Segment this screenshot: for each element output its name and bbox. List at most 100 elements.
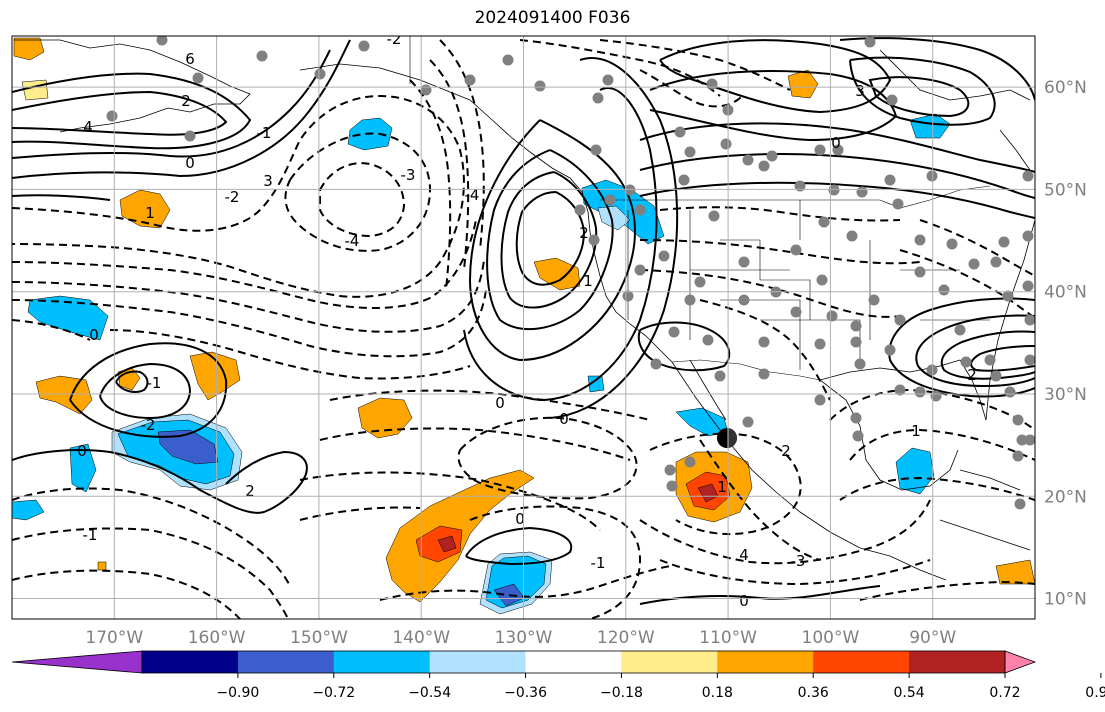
station-dot (1024, 354, 1035, 366)
contour-label: -4 (465, 186, 480, 204)
station-dot (1022, 170, 1034, 182)
anomaly-orange-coast (533, 257, 581, 291)
station-dot (794, 180, 806, 192)
lon-tick-label: 120°W (597, 628, 655, 648)
station-dot (742, 154, 754, 166)
station-dot (984, 354, 996, 366)
station-dot (832, 144, 844, 156)
colorbar-segment (717, 651, 814, 673)
station-dot (894, 314, 906, 326)
station-dot (1002, 290, 1014, 302)
contour-canada-dash-3 (639, 69, 745, 108)
contour-coast-trough-3 (409, 79, 452, 291)
contour-label: 3 (855, 82, 865, 100)
lon-tick-label: 130°W (495, 628, 553, 648)
contour-npac-inner-1 (284, 132, 432, 252)
station-dot (674, 126, 686, 138)
contour-coast-trough-2 (429, 59, 470, 271)
contour-mid-dash-3 (12, 569, 241, 619)
station-dot (358, 40, 370, 52)
colorbar-extend-low (11, 650, 143, 674)
colorbar-label: −0.36 (504, 685, 547, 701)
contour-label: 2 (181, 92, 191, 110)
border-us-canada (600, 185, 991, 209)
shaded-anomalies (12, 37, 1035, 615)
station-dot (818, 216, 830, 228)
station-dot (184, 130, 196, 142)
station-dot (884, 174, 896, 186)
contour-ridge-5 (463, 87, 658, 402)
contour-mid-dash-7 (299, 471, 601, 531)
station-dot (604, 194, 616, 206)
contour-east-dash-1 (919, 219, 1035, 277)
station-dot (868, 294, 880, 306)
contour-mid-dash-8 (299, 506, 421, 521)
lon-tick-label: 90°W (909, 628, 956, 648)
station-dot (738, 294, 750, 306)
contour-high-ne-3 (868, 76, 970, 118)
contour-mex-dash-1 (649, 432, 802, 536)
contour-label: 0 (515, 510, 525, 528)
anomaly-orange-npac (119, 189, 171, 229)
colorbar-label: 0.54 (894, 685, 925, 701)
station-dot (742, 416, 754, 428)
border-us-mexico (671, 359, 821, 381)
contour-coast-trough-1 (439, 39, 485, 251)
contour-mid-dash-9 (379, 565, 671, 601)
contour-label: -2 (141, 416, 156, 434)
contour-label: 4 (739, 546, 749, 564)
station-dot (714, 370, 726, 382)
contour-sw-low-1 (637, 321, 731, 372)
contour-label: 1 (583, 272, 593, 290)
station-dot (634, 204, 646, 216)
contour-label: -1 (147, 374, 162, 392)
colorbar-segment (813, 651, 910, 673)
contour-label: 1 (717, 478, 727, 496)
anomaly-blue-west3 (12, 499, 45, 521)
station-dot (106, 110, 118, 122)
station-dot (192, 72, 204, 84)
station-dot (684, 294, 696, 306)
lat-tick-label: 50°N (1044, 180, 1087, 200)
station-dot (590, 144, 602, 156)
lon-tick-label: 150°W (290, 628, 348, 648)
station-dot (954, 324, 966, 336)
colorbar-label: 0.18 (702, 685, 733, 701)
anomaly-orange-alaska (13, 37, 45, 61)
station-dot (256, 50, 268, 62)
anomaly-lightblue-pnw (597, 205, 631, 231)
colorbar-label: −0.90 (216, 685, 259, 701)
contour-label: 2 (579, 224, 589, 242)
contour-label: 1 (911, 422, 921, 440)
colorbar-label: −0.72 (312, 685, 355, 701)
station-dot (814, 338, 826, 350)
colorbar-label: −0.54 (408, 685, 451, 701)
station-dot (892, 198, 904, 210)
station-dot (886, 94, 898, 106)
station-dot (502, 54, 514, 66)
station-dot (990, 256, 1002, 268)
contour-ridge-4 (515, 191, 586, 286)
colorbar-segment (237, 651, 335, 673)
anomaly-orange-west2 (189, 351, 241, 401)
contour-label: -3 (791, 552, 806, 570)
contour-carib-dash-1 (859, 580, 1035, 601)
station-dot (1012, 414, 1024, 426)
contour-alaska-low-2 (12, 90, 228, 136)
colorbar-segment (333, 651, 431, 673)
contours-dashed (12, 39, 1035, 619)
storm-marker (717, 428, 737, 448)
contour-mex-dash-4 (699, 439, 821, 561)
contour-npac-trough-6 (12, 319, 91, 341)
station-dot (758, 336, 770, 348)
station-dot (622, 290, 634, 302)
station-dot (814, 394, 826, 406)
anomaly-blue-small (587, 375, 605, 393)
coast-labrador (999, 129, 1031, 171)
contour-alaska-low-5 (12, 194, 111, 201)
contour-label: -1 (591, 554, 606, 572)
contour-label: 6 (185, 50, 195, 68)
contour-label: -1 (83, 526, 98, 544)
contour-subtrop-0 (465, 526, 573, 566)
station-dot (678, 174, 690, 186)
